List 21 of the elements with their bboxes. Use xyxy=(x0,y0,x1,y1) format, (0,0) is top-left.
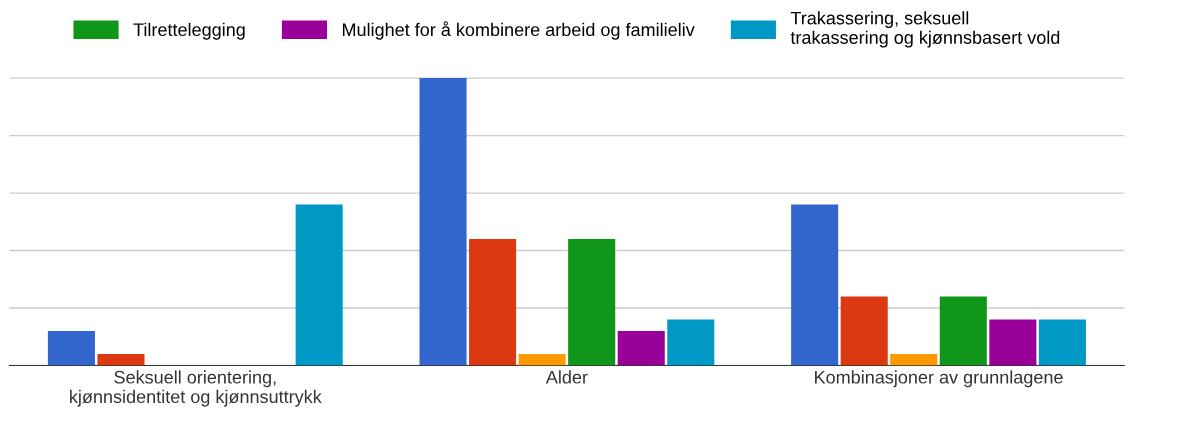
bar xyxy=(47,331,95,366)
legend-label: Trakassering, seksuell trakassering og kjønnsbasert vold xyxy=(790,11,1060,48)
x-tick-label: Kombinasjoner av grunnlagene xyxy=(815,370,1063,388)
bar xyxy=(518,354,566,366)
bar xyxy=(890,354,938,366)
bar xyxy=(840,296,888,366)
bar xyxy=(568,239,616,366)
bar xyxy=(617,331,665,366)
bar xyxy=(791,204,839,366)
bar xyxy=(989,319,1037,366)
bar xyxy=(1038,319,1086,366)
legend-label: Tilrettelegging xyxy=(133,22,245,40)
legend-label: Mulighet for å kombinere arbeid og familieliv xyxy=(342,21,695,40)
bar xyxy=(97,354,145,366)
x-tick-label: Alder xyxy=(545,370,588,384)
bar xyxy=(419,78,467,366)
bar xyxy=(469,239,517,366)
x-tick-label: Seksuell orientering, kjønnsidentitet og kjønnsuttrykk xyxy=(70,370,322,407)
bar xyxy=(667,319,715,366)
bar xyxy=(295,204,343,366)
bar xyxy=(939,296,987,366)
